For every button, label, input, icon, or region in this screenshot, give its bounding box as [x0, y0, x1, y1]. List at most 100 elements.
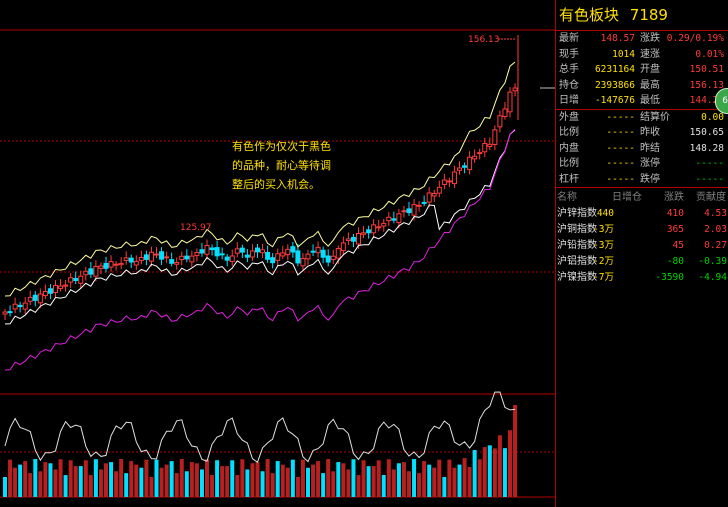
index-name: 沪铜指数 — [557, 224, 597, 235]
volume-bar — [3, 477, 7, 497]
candle-body — [244, 254, 250, 258]
candle-body — [310, 250, 316, 253]
quote-value: 0.29/0.19% — [666, 33, 724, 44]
annotation-line: 有色作为仅次于黑色 — [232, 140, 331, 153]
candle-body — [280, 252, 286, 257]
volume-bar — [427, 464, 432, 497]
quote-value: 1014 — [612, 48, 635, 60]
candle-body — [401, 210, 407, 213]
index-contrib: -0.39 — [698, 256, 727, 267]
ma-line-lower — [4, 128, 516, 371]
index-table: 沪锌指数 440 410 4.53 沪铜指数 -3万 365 2.03 沪铅指数 -3万 45 0.2… — [556, 206, 728, 286]
quote-value: 148.57 — [600, 33, 635, 44]
quote-row: 比例 ----- 涨停 ----- — [556, 156, 728, 172]
candle-body — [128, 257, 134, 263]
volume-bar — [508, 430, 512, 497]
volume-bar — [316, 461, 321, 497]
candle-body — [431, 192, 437, 197]
candle-body — [214, 247, 220, 257]
candle-body — [194, 252, 200, 257]
quote-row: 现手 1014 速涨 0.01% — [556, 47, 728, 63]
high-price-label: 156.13 — [468, 35, 500, 45]
volume-bar — [351, 459, 356, 497]
volume-bar — [8, 459, 13, 497]
candle-body — [88, 268, 94, 275]
quote-value: ----- — [606, 173, 635, 185]
quote-label: 跌停 — [640, 173, 660, 185]
candle-body — [108, 261, 114, 268]
volume-bar — [98, 469, 103, 497]
quote-value: 0.01% — [695, 48, 724, 60]
chart-annotation: 有色作为仅次于黑色 的品种，耐心等待调 整后的买入机会。 — [232, 137, 362, 194]
index-change: 45 — [672, 240, 684, 251]
volume-bar — [457, 464, 462, 497]
index-row[interactable]: 沪铝指数 -2万 -80 -0.39 — [556, 254, 728, 270]
volume-bar — [321, 473, 326, 497]
volume-bar — [260, 471, 265, 497]
volume-bar — [225, 466, 230, 497]
volume-bar — [38, 471, 43, 497]
quote-label: 持仓 — [559, 79, 579, 91]
volume-bar — [154, 459, 159, 497]
candle-body — [143, 254, 149, 260]
volume-bar — [513, 405, 518, 497]
volume-bar — [134, 464, 139, 497]
index-row[interactable]: 沪铜指数 -3万 365 2.03 — [556, 222, 728, 238]
candle-body — [12, 303, 18, 310]
quote-label: 外盘 — [559, 111, 579, 123]
index-day-inc: 440 — [596, 208, 614, 219]
volume-bar — [331, 471, 336, 497]
index-day-inc: -2万 — [593, 256, 614, 267]
volume-bar — [109, 462, 114, 497]
quote-value: 150.65 — [689, 127, 724, 138]
candle-body — [290, 246, 296, 253]
candle-body — [32, 294, 38, 301]
quote-label: 昨收 — [640, 127, 660, 138]
candle-body — [229, 255, 235, 263]
volume-bar — [295, 476, 300, 497]
quote-value: ----- — [695, 173, 724, 185]
candle-body — [118, 262, 124, 266]
candle-body — [159, 251, 165, 260]
volume-bar — [48, 463, 53, 497]
candle-body — [239, 247, 245, 253]
candle-body — [78, 275, 84, 284]
volume-bar — [88, 475, 93, 497]
candle-body — [421, 201, 427, 204]
candle-body — [356, 232, 361, 245]
candle-body — [179, 255, 185, 261]
index-row[interactable]: 沪锌指数 440 410 4.53 — [556, 206, 728, 222]
candle-body — [325, 255, 331, 263]
candle-body — [154, 253, 159, 256]
col-change: 涨跌 — [664, 192, 684, 203]
candle-body — [265, 251, 271, 260]
candle-body — [340, 242, 346, 252]
quote-label: 涨跌 — [640, 33, 660, 44]
quote-row: 比例 ----- 昨收 150.65 — [556, 125, 728, 141]
volume-bar — [139, 467, 144, 497]
candle-body — [391, 218, 397, 221]
volume-bar — [477, 459, 482, 497]
candle-body — [477, 152, 483, 155]
index-row[interactable]: 沪铅指数 -3万 45 0.27 — [556, 238, 728, 254]
quote-label: 最高 — [640, 79, 660, 91]
volume-bar — [401, 462, 406, 497]
volume-bar — [184, 471, 189, 497]
index-name: 沪铝指数 — [557, 256, 597, 267]
volume-bar — [482, 447, 487, 497]
volume-bar — [396, 463, 401, 497]
candle-body — [53, 284, 58, 293]
kline-chart-area[interactable]: 156.13 125.97 有色作为仅次于黑色 的品种，耐心等待调 整后的买入机会… — [0, 0, 555, 507]
candle-body — [103, 262, 109, 269]
index-row[interactable]: 沪镍指数 -7万 -3590 -4.94 — [556, 270, 728, 286]
volume-bar — [255, 462, 260, 497]
candle-body — [47, 288, 53, 294]
candle-body — [270, 257, 276, 264]
quote-row: 最新 148.57 涨跌 0.29/0.19% — [556, 31, 728, 47]
volume-bar — [58, 459, 63, 497]
kline-chart[interactable]: 156.13 125.97 — [0, 0, 555, 507]
candle-body — [497, 115, 503, 128]
candle-body — [249, 250, 255, 258]
candle-body — [68, 277, 74, 283]
candle-body — [426, 192, 432, 203]
